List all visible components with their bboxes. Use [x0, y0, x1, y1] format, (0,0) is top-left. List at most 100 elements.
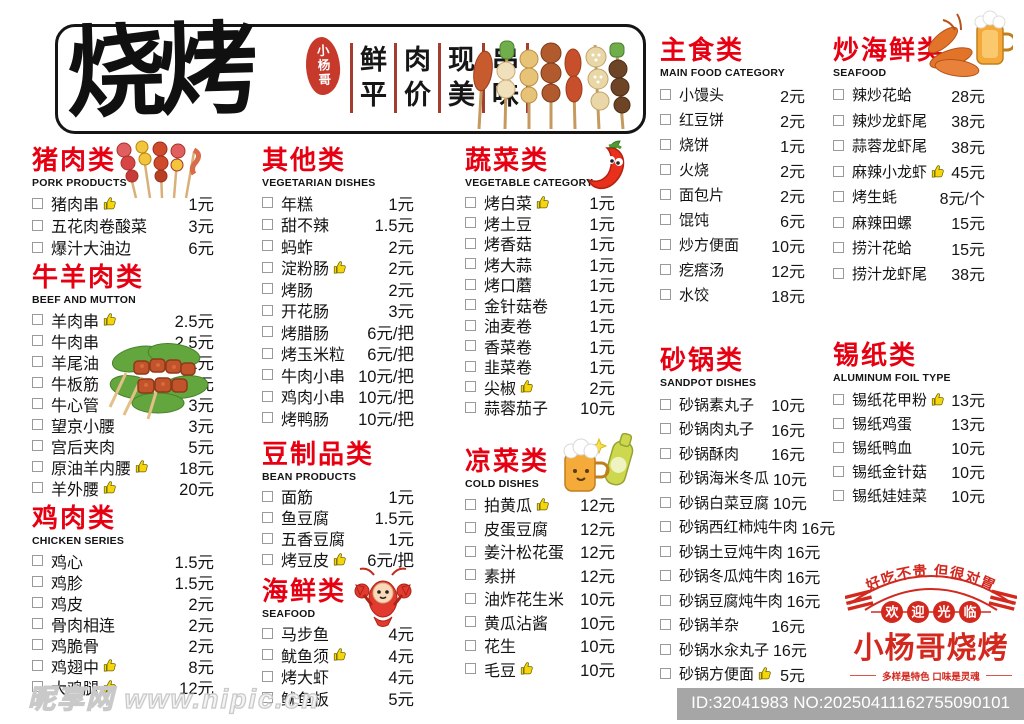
- menu-item: 望京小腰 3元: [32, 414, 214, 436]
- item-checkbox[interactable]: [262, 390, 273, 402]
- item-checkbox[interactable]: [833, 242, 844, 254]
- item-checkbox[interactable]: [833, 114, 844, 126]
- item-checkbox[interactable]: [32, 618, 43, 629]
- item-checkbox[interactable]: [465, 663, 476, 675]
- item-checkbox[interactable]: [262, 261, 273, 273]
- item-checkbox[interactable]: [660, 114, 671, 125]
- item-checkbox[interactable]: [262, 532, 273, 544]
- item-checkbox[interactable]: [660, 545, 671, 557]
- item-checkbox[interactable]: [262, 347, 273, 359]
- item-checkbox[interactable]: [833, 417, 844, 429]
- item-price: 16元: [773, 643, 807, 661]
- item-checkbox[interactable]: [32, 461, 43, 472]
- item-checkbox[interactable]: [833, 393, 844, 405]
- item-checkbox[interactable]: [262, 627, 273, 639]
- item-checkbox[interactable]: [262, 412, 273, 424]
- item-checkbox[interactable]: [465, 278, 476, 290]
- slogan: 鲜肉现串 平价美味: [350, 43, 529, 113]
- item-checkbox[interactable]: [262, 240, 273, 252]
- item-checkbox[interactable]: [465, 401, 476, 413]
- item-checkbox[interactable]: [465, 639, 476, 651]
- item-checkbox[interactable]: [465, 196, 476, 208]
- item-checkbox[interactable]: [465, 237, 476, 249]
- item-checkbox[interactable]: [262, 649, 273, 661]
- item-checkbox[interactable]: [262, 369, 273, 381]
- item-checkbox[interactable]: [262, 326, 273, 338]
- item-checkbox[interactable]: [32, 660, 43, 671]
- item-checkbox[interactable]: [833, 191, 844, 203]
- item-checkbox[interactable]: [32, 398, 43, 409]
- item-name: 炒方便面: [679, 237, 740, 254]
- item-name: 烤玉米粒: [281, 347, 346, 365]
- item-checkbox[interactable]: [32, 555, 43, 566]
- menu-header: 烧烤 小杨哥 鲜肉现串 平价美味: [55, 10, 646, 134]
- item-checkbox[interactable]: [660, 643, 671, 655]
- item-checkbox[interactable]: [465, 545, 476, 557]
- item-checkbox[interactable]: [833, 489, 844, 501]
- item-checkbox[interactable]: [660, 594, 671, 606]
- item-checkbox[interactable]: [660, 239, 671, 250]
- item-checkbox[interactable]: [32, 241, 43, 253]
- item-checkbox[interactable]: [660, 472, 671, 484]
- item-checkbox[interactable]: [465, 360, 476, 372]
- item-checkbox[interactable]: [465, 217, 476, 229]
- thumb-up-icon: [520, 661, 535, 676]
- item-checkbox[interactable]: [660, 89, 671, 100]
- item-checkbox[interactable]: [32, 219, 43, 231]
- item-checkbox[interactable]: [32, 314, 43, 325]
- item-checkbox[interactable]: [465, 522, 476, 534]
- item-checkbox[interactable]: [660, 289, 671, 300]
- item-checkbox[interactable]: [465, 592, 476, 604]
- item-checkbox[interactable]: [465, 299, 476, 311]
- item-checkbox[interactable]: [262, 490, 273, 502]
- item-checkbox[interactable]: [32, 681, 43, 692]
- item-checkbox[interactable]: [262, 218, 273, 230]
- item-checkbox[interactable]: [262, 553, 273, 565]
- item-checkbox[interactable]: [262, 304, 273, 316]
- item-checkbox[interactable]: [660, 139, 671, 150]
- item-checkbox[interactable]: [32, 377, 43, 388]
- item-checkbox[interactable]: [262, 197, 273, 209]
- item-checkbox[interactable]: [465, 319, 476, 331]
- item-checkbox[interactable]: [262, 283, 273, 295]
- item-checkbox[interactable]: [32, 482, 43, 493]
- item-checkbox[interactable]: [833, 165, 844, 177]
- item-checkbox[interactable]: [32, 597, 43, 608]
- item-checkbox[interactable]: [32, 197, 43, 209]
- item-checkbox[interactable]: [32, 335, 43, 346]
- item-checkbox[interactable]: [465, 381, 476, 393]
- item-checkbox[interactable]: [32, 639, 43, 650]
- item-checkbox[interactable]: [465, 340, 476, 352]
- item-checkbox[interactable]: [833, 465, 844, 477]
- item-checkbox[interactable]: [262, 670, 273, 682]
- menu-item: 甜不辣 1.5元: [262, 214, 414, 235]
- item-checkbox[interactable]: [660, 164, 671, 175]
- item-checkbox[interactable]: [32, 419, 43, 430]
- item-checkbox[interactable]: [660, 189, 671, 200]
- item-checkbox[interactable]: [262, 692, 273, 704]
- item-checkbox[interactable]: [833, 216, 844, 228]
- menu-item: 锡纸娃娃菜 10元: [833, 483, 985, 507]
- item-checkbox[interactable]: [32, 356, 43, 367]
- item-checkbox[interactable]: [660, 423, 671, 435]
- item-checkbox[interactable]: [660, 398, 671, 410]
- item-checkbox[interactable]: [465, 569, 476, 581]
- item-checkbox[interactable]: [465, 258, 476, 270]
- item-checkbox[interactable]: [833, 267, 844, 279]
- item-checkbox[interactable]: [465, 616, 476, 628]
- item-checkbox[interactable]: [660, 570, 671, 582]
- item-checkbox[interactable]: [660, 619, 671, 631]
- item-checkbox[interactable]: [32, 440, 43, 451]
- item-checkbox[interactable]: [833, 441, 844, 453]
- item-checkbox[interactable]: [660, 264, 671, 275]
- item-checkbox[interactable]: [32, 576, 43, 587]
- item-checkbox[interactable]: [660, 447, 671, 459]
- item-checkbox[interactable]: [660, 521, 671, 533]
- item-checkbox[interactable]: [660, 214, 671, 225]
- item-checkbox[interactable]: [833, 140, 844, 152]
- item-checkbox[interactable]: [833, 89, 844, 101]
- item-checkbox[interactable]: [660, 496, 671, 508]
- item-checkbox[interactable]: [660, 668, 671, 680]
- item-checkbox[interactable]: [262, 511, 273, 523]
- item-checkbox[interactable]: [465, 498, 476, 510]
